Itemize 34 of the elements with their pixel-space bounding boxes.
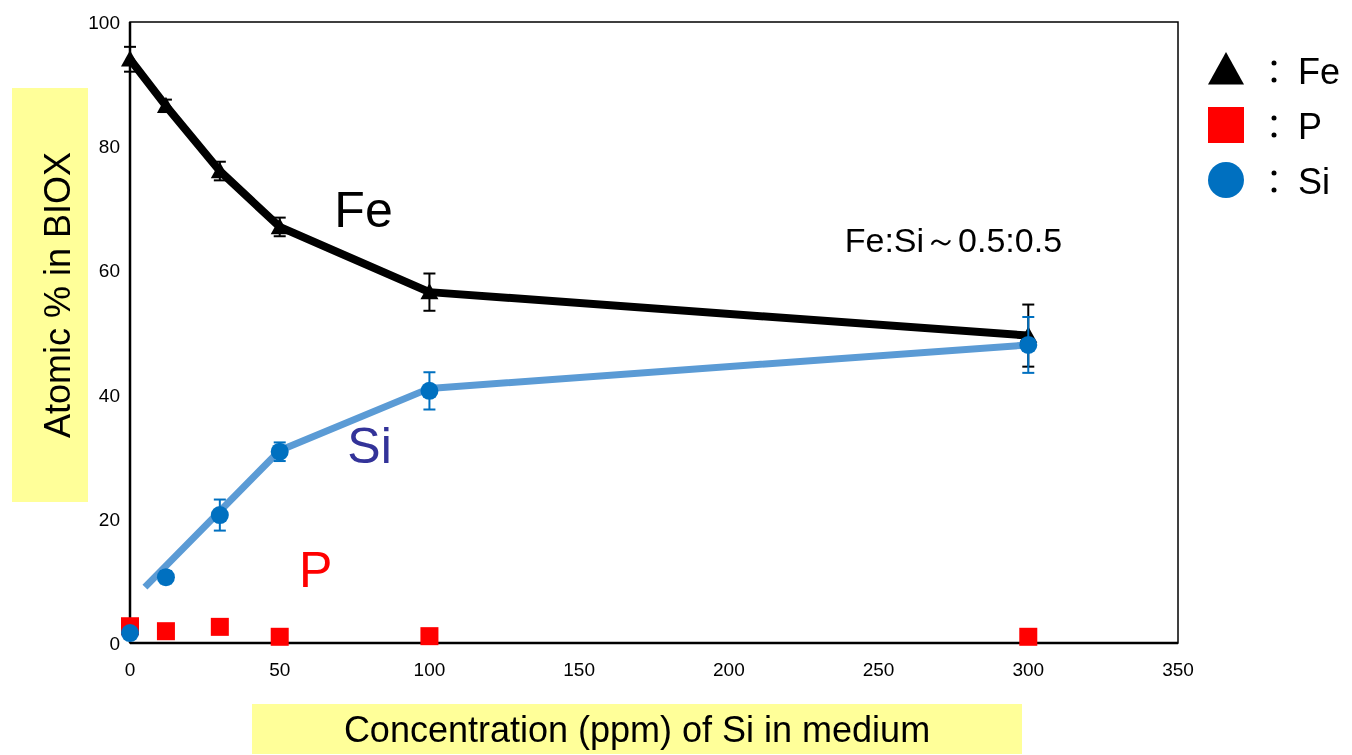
y-axis-title: Atomic % in BIOX: [37, 151, 78, 439]
y-tick-label: 0: [109, 633, 120, 654]
legend-label: Fe: [1298, 51, 1341, 92]
point: [156, 622, 175, 641]
point: [210, 506, 229, 525]
point: [121, 50, 139, 67]
annotation: P: [298, 542, 333, 599]
y-tick-label: 40: [98, 384, 120, 406]
x-tick-label: 0: [124, 659, 136, 680]
x-tick-label: 200: [713, 659, 745, 680]
x-tick-label: 50: [269, 659, 291, 680]
x-tick-label: 150: [563, 659, 595, 680]
x-tick-label: 100: [413, 659, 446, 680]
x-axis-title: Concentration (ppm) of Si in medium: [343, 709, 931, 750]
point: [270, 627, 289, 646]
x-tick-label: 350: [1162, 659, 1194, 680]
x-tick-label: 250: [862, 659, 895, 680]
annotation: Fe: [334, 181, 393, 238]
point: [420, 627, 439, 646]
point: [210, 617, 229, 636]
point: [420, 283, 439, 300]
point: [1019, 335, 1038, 354]
point: [420, 381, 439, 400]
y-tick-label: 20: [98, 508, 120, 530]
legend-label: Si: [1298, 161, 1331, 202]
annotation: Si: [347, 417, 392, 474]
point: [1019, 627, 1038, 646]
point: [121, 624, 139, 643]
x-tick-label: 300: [1012, 659, 1045, 680]
y-tick-label: 100: [88, 12, 120, 33]
annotation: Fe:Si～0.5:0.5: [844, 220, 1063, 259]
y-tick-label: 80: [98, 136, 120, 158]
legend-label: P: [1298, 106, 1323, 147]
y-tick-label: 60: [98, 260, 120, 282]
